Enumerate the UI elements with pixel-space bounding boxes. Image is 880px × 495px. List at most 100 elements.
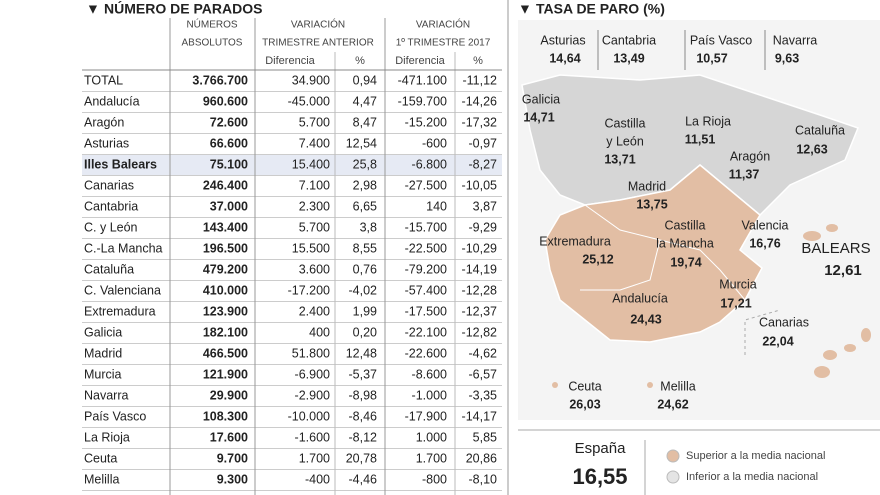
cell: 5.700 xyxy=(299,220,330,234)
cell: -10,05 xyxy=(462,178,497,192)
cell: -17.500 xyxy=(405,304,447,318)
row-label: Canarias xyxy=(84,178,134,192)
column-header: VARIACIÓN xyxy=(416,18,470,31)
melilla-dot xyxy=(647,382,653,388)
row-label: La Rioja xyxy=(84,430,130,444)
cell: -4,46 xyxy=(349,472,378,486)
row-highlight xyxy=(82,155,502,175)
cell: 466.500 xyxy=(203,346,248,360)
cell: 0,20 xyxy=(353,325,377,339)
border xyxy=(580,239,661,291)
cell: -8.600 xyxy=(412,367,447,381)
cell: -10,29 xyxy=(462,241,497,255)
region-name: Canarias xyxy=(759,315,809,329)
spain-label: España xyxy=(575,440,627,457)
cell: 143.400 xyxy=(203,220,248,234)
cell: -9,29 xyxy=(469,220,498,234)
row-label: C. Valenciana xyxy=(84,283,161,297)
legend-swatch xyxy=(666,470,680,484)
region-value: 19,74 xyxy=(670,255,701,269)
border xyxy=(584,204,746,301)
cell: -1.000 xyxy=(412,388,447,402)
cell: 7.400 xyxy=(299,136,330,150)
island xyxy=(844,344,856,352)
region-value: 13,49 xyxy=(613,51,644,65)
cell: 34.900 xyxy=(292,73,330,87)
cell: -22.100 xyxy=(405,325,447,339)
sub-header: % xyxy=(355,55,365,67)
region-name: Melilla xyxy=(660,379,695,393)
region-name: La Rioja xyxy=(685,114,731,128)
region-name: Cantabria xyxy=(602,33,656,47)
region-name: y León xyxy=(606,134,644,148)
table-title: NÚMERO DE PARADOS xyxy=(104,0,262,17)
cell: 3.766.700 xyxy=(192,73,248,87)
spain-value: 16,55 xyxy=(572,464,627,489)
cell: -400 xyxy=(305,472,330,486)
cell: 182.100 xyxy=(203,325,248,339)
cell: 1.700 xyxy=(299,451,330,465)
table-arrow: ▼ xyxy=(86,1,100,17)
row-label: Galicia xyxy=(84,325,122,339)
cell: 400 xyxy=(309,325,330,339)
row-label: Navarra xyxy=(84,388,129,402)
cell: 7.100 xyxy=(299,178,330,192)
cell: 20,78 xyxy=(346,451,377,465)
cell: -800 xyxy=(422,472,447,486)
row-label: TOTAL xyxy=(84,73,123,87)
row-label: C.-La Mancha xyxy=(84,241,163,255)
cell: 196.500 xyxy=(203,241,248,255)
region-name: Valencia xyxy=(741,218,788,232)
region-value: 13,71 xyxy=(604,152,635,166)
cell: 15.400 xyxy=(292,157,330,171)
cell: 37.000 xyxy=(210,199,248,213)
row-label: Extremadura xyxy=(84,304,156,318)
cell: 410.000 xyxy=(203,283,248,297)
cell: 6,65 xyxy=(353,199,377,213)
region-value: 16,76 xyxy=(749,236,780,250)
column-header: VARIACIÓN xyxy=(291,18,345,31)
cell: 123.900 xyxy=(203,304,248,318)
cell: -6.900 xyxy=(295,367,330,381)
region-name: BALEARS xyxy=(801,240,870,257)
cell: 72.600 xyxy=(210,115,248,129)
region-value: 25,12 xyxy=(582,252,613,266)
row-label: C. y León xyxy=(84,220,138,234)
cell: -17,32 xyxy=(462,115,497,129)
row-label: Illes Balears xyxy=(84,157,157,171)
row-label: Cataluña xyxy=(84,262,134,276)
region-value: 13,75 xyxy=(636,197,667,211)
cell: 246.400 xyxy=(203,178,248,192)
cell: -79.200 xyxy=(405,262,447,276)
cell: 15.500 xyxy=(292,241,330,255)
map-arrow: ▼ xyxy=(518,1,532,17)
cell: -17.200 xyxy=(288,283,330,297)
region-name: Cataluña xyxy=(795,123,845,137)
cell: 9.700 xyxy=(217,451,248,465)
cell: -14,19 xyxy=(462,262,497,276)
region-name: País Vasco xyxy=(690,33,752,47)
cell: -600 xyxy=(422,136,447,150)
cell: -4,62 xyxy=(469,346,498,360)
island xyxy=(861,328,871,342)
cell: -6,57 xyxy=(469,367,498,381)
cell: -8,27 xyxy=(469,157,498,171)
region-name: Madrid xyxy=(628,179,666,193)
sub-header: % xyxy=(473,55,483,67)
cell: -8,10 xyxy=(469,472,498,486)
row-label: Madrid xyxy=(84,346,122,360)
region-value: 26,03 xyxy=(569,397,600,411)
cell: 2.400 xyxy=(299,304,330,318)
cell: -159.700 xyxy=(398,94,447,108)
map-labels: Asturias 14,64 Cantabria 13,49 País Vasco 10,… xyxy=(522,33,871,411)
cell: -12,37 xyxy=(462,304,497,318)
row-label: Aragón xyxy=(84,115,124,129)
cell: 8,55 xyxy=(353,241,377,255)
region-value: 17,21 xyxy=(720,296,751,310)
sub-header: Diferencia xyxy=(265,55,315,67)
cell: 3.600 xyxy=(299,262,330,276)
cell: -6.800 xyxy=(412,157,447,171)
island xyxy=(826,224,838,232)
cell: -471.100 xyxy=(398,73,447,87)
